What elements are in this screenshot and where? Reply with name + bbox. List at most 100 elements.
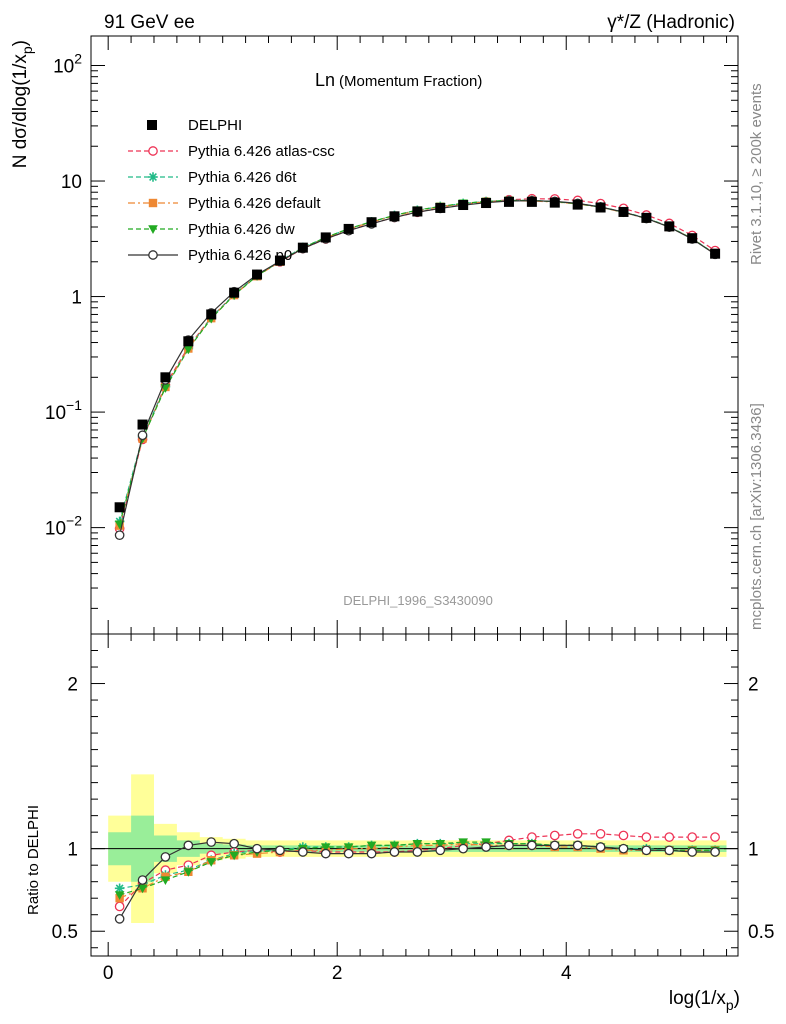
delphi-point [137,419,148,430]
delphi-point [481,198,492,209]
legend-label-p0: Pythia 6.426 p0 [188,247,292,264]
legend-label-dw: Pythia 6.426 dw [188,221,295,238]
svg-text:log(1/xp): log(1/xp) [669,988,740,1013]
main-point-p0 [137,430,148,441]
legend-label-atlas-csc: Pythia 6.426 atlas-csc [188,143,335,160]
rivet-version-label: Rivet 3.1.10, ≥ 200k events [748,83,765,265]
ratio-point-p0 [710,847,720,857]
ratio-ytick-label-right: 2 [748,675,759,696]
main-series-group [114,193,721,541]
xtick-label: 0 [103,963,114,984]
ratio-point-p0 [504,840,514,851]
ratio-point-p0 [137,875,148,885]
delphi-point [252,269,263,280]
main-panel: 10−2 10−1 1 10 102 Ln (Momentum Fraction) DE… [10,35,739,635]
energy-label: 91 GeV ee [104,12,195,33]
main-series-atlas-csc [114,193,720,534]
delphi-point [435,202,446,213]
legend-marker [148,250,158,260]
ratio-point-dw [229,851,239,861]
ratio-point-atlas-csc [114,901,125,912]
delphi-point [572,199,583,210]
ratio-point-p0 [641,845,652,856]
ratio-panel: 0.5 0.5 1 1 2 2 0 2 4 Ratio to DELPHI log(1/xp) [25,633,775,1013]
delphi-point [114,502,125,513]
ratio-series-group [114,828,720,924]
legend-entry-p0: Pythia 6.426 p0 [128,247,292,264]
delphi-point [183,336,194,347]
ratio-frame [90,633,739,957]
xtick-label: 2 [332,963,343,984]
ratio-point-p0 [183,840,194,851]
ratio-point-p0 [343,848,354,859]
ratio-point-atlas-csc [549,830,560,841]
ratio-point-d6t [114,883,125,894]
legend-marker [147,120,157,130]
mcplots-source-label: mcplots.cern.ch [arXiv:1306.3436] [748,403,765,630]
ratio-ytick-label-right: 0.5 [748,922,774,943]
main-ylabel: N dσ/dlog(1/xp) [10,40,35,168]
ratio-ytick-label-right: 1 [748,840,759,861]
ratio-point-p0 [297,847,308,857]
ratio-point-atlas-csc [618,830,629,841]
legend-marker [148,146,158,156]
ratio-point-p0 [320,848,331,859]
ratio-point-atlas-csc [572,828,583,839]
ratio-ytick-label-left: 1 [67,840,78,861]
legend-label-delphi: DELPHI [188,117,242,134]
legend-entry-d6t: Pythia 6.426 d6t [128,169,297,186]
legend-entry-atlas-csc: Pythia 6.426 atlas-csc [128,143,335,160]
ratio-axis-ticks [91,634,738,956]
ratio-point-dw [320,843,331,853]
ratio-point-p0 [527,840,537,851]
legend-symbol-delphi [147,120,157,130]
main-ytick-label: 10 [61,172,82,193]
ratio-point-p0 [389,847,400,857]
ratio-point-p0 [275,845,285,856]
ratio-ytick-labels: 0.5 0.5 1 1 2 2 [52,675,775,944]
main-point-dw [183,345,194,355]
delphi-point [206,309,217,320]
ratio-point-p0 [229,838,239,849]
inner-title-sub: (Momentum Fraction) [339,73,482,90]
main-series-delphi [114,196,721,513]
delphi-point [595,202,606,213]
main-ytick-label: 1 [71,288,82,309]
legend-symbol-p0 [128,250,178,260]
legend-symbol-d6t [128,172,178,182]
ratio-point-dw [366,841,377,851]
delphi-point [229,287,240,298]
ratio-point-p0 [412,847,423,857]
ratio-point-p0 [549,840,560,851]
legend: DELPHI Pythia 6.426 atlas-csc Pythia 6.4… [128,117,335,264]
delphi-point [549,197,560,208]
delphi-point [710,248,721,259]
ratio-point-dw [389,841,400,851]
ratio-point-atlas-csc [664,832,675,842]
legend-symbol-atlas-csc [128,146,178,156]
ratio-point-p0 [252,843,262,854]
process-label: γ*/Z (Hadronic) [607,12,735,33]
ratio-point-dw [160,876,171,886]
delphi-point [503,196,514,207]
ratio-point-p0 [664,845,675,856]
main-ytick-label: 10−1 [45,397,82,424]
legend-entry-dw: Pythia 6.426 dw [128,221,295,238]
legend-entry-delphi: DELPHI [147,117,242,134]
legend-symbol-dw [128,225,178,234]
ratio-point-dw [206,858,217,867]
ratio-point-p0 [206,837,217,847]
ratio-ylabel: Ratio to DELPHI [25,805,42,915]
ratio-series-p0 [114,837,720,924]
ratio-point-p0 [435,845,446,856]
delphi-point [526,196,537,207]
ratio-point-dw [137,884,148,894]
ratio-point-p0 [572,840,583,851]
delphi-point [641,212,652,223]
ratio-point-p0 [366,848,377,859]
delphi-point [320,232,331,243]
ratio-point-dw [183,868,194,877]
xtick-label: 4 [561,963,572,984]
main-point-p0 [114,530,125,541]
